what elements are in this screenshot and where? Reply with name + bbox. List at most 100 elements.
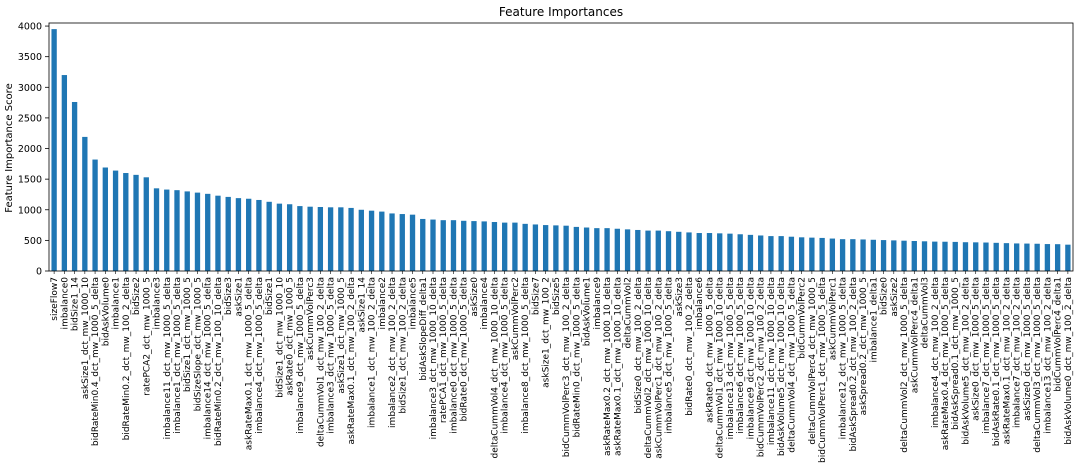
x-tick-label: bidRate0_dct_mw_1000_5_delta [460, 277, 470, 422]
bar-44 [502, 222, 508, 271]
bar-46 [522, 223, 528, 271]
bar-63 [696, 233, 702, 271]
x-tick-label: askRate0_dct_mw_1000_5 [286, 277, 296, 396]
bar-41 [471, 221, 477, 271]
x-tick-label: deltaCummVol2_dct_mw_1000_5_delta [900, 277, 910, 453]
x-tick-label: askCummVolPerc4_delta1 [910, 277, 920, 393]
bar-47 [532, 224, 539, 271]
x-tick-label: bidRateMin0_dct_mw_1000_5_delta [572, 277, 582, 438]
x-tick-label: deltaCummVol3 [921, 277, 931, 349]
x-tick-label: bidRateMin0.4_dct_mw_1000_5_delta [91, 277, 101, 446]
bar-29 [348, 207, 354, 271]
x-tick-label: askCummVolPerc1_dct_mw_100_2_delta [654, 277, 664, 459]
x-tick-label: ratePCA2_dct_mw_1000_5 [142, 277, 152, 396]
x-tick-label: bidSize1_dct_mw_100_2_delta [398, 277, 408, 414]
x-tick-label: bidAskRate0.1_dct_mw_1000_5_delta [992, 277, 1002, 446]
bar-17 [225, 196, 231, 271]
bar-21 [266, 201, 272, 271]
bar-42 [481, 221, 487, 271]
x-tick-label: askRateMax0.4_dct_mw_1000_5_delta [941, 277, 951, 450]
x-tick-label: bidCummVolPerc2_dct_mw_100_2_delta [757, 277, 767, 457]
bar-52 [583, 227, 590, 271]
bar-58 [645, 230, 651, 271]
x-tick-label: imbalance7_dct_mw_1000_5_delta [982, 277, 992, 434]
bar-5 [102, 167, 108, 271]
bar-9 [143, 177, 149, 271]
x-tick-label: bidSize5 [552, 277, 562, 315]
x-tick-label: bidSize1_dct_mw_1000_5 [183, 277, 193, 392]
x-tick-label: imbalance4_dct_mw_1000_5_delta [501, 277, 511, 434]
bar-97 [1044, 244, 1051, 271]
x-tick-label: imbalance13_dct_mw_100_2_delta [1043, 277, 1053, 434]
x-tick-label: askRate0_dct_mw_1000_5_delta [705, 277, 715, 423]
x-tick-label: imbalance0 [60, 277, 70, 330]
bar-11 [164, 189, 170, 271]
bar-10 [153, 188, 160, 271]
bar-61 [676, 231, 682, 271]
x-tick-label: bidCummVolPerc2 [798, 277, 808, 359]
bar-27 [327, 207, 334, 271]
bar-26 [317, 207, 324, 271]
x-tick-label: deltaCummVolPerc4_dct_mw_1000_5 [808, 277, 818, 445]
bar-38 [440, 220, 446, 271]
bar-22 [276, 203, 283, 271]
x-tick-label: imbalance6 [695, 277, 705, 330]
x-tick-label: bidRateMin0.2_dct_mw_100_10_delta [214, 277, 224, 446]
chart-title: Feature Importances [499, 5, 623, 19]
bar-83 [901, 240, 907, 271]
x-tick-label: bidAskVolume0_dct_mw_100_2_delta [1064, 277, 1074, 445]
x-tick-label: bidCummVolPerc3_dct_mw_100_2_delta [562, 277, 572, 457]
x-tick-label: deltaCummVol4_dct_mw_1000_5_delta [787, 277, 797, 453]
y-tick-label: 0 [36, 267, 42, 278]
x-tick-label: bidCummVolPerc4_delta1 [1054, 277, 1064, 392]
bar-16 [215, 195, 221, 271]
x-tick-label: askRateMax0.1_dct_mw_1000_10_delta [613, 277, 623, 456]
bar-18 [235, 198, 242, 271]
bar-35 [409, 214, 416, 271]
plot-frame [48, 22, 1074, 272]
x-tick-label: askSpread0.2_dct_mw_1000_5 [859, 277, 869, 415]
x-tick-label: imbalance8_dct_mw_1000_5_delta [521, 277, 531, 434]
x-tick-label: bidSize7 [531, 277, 541, 315]
x-tick-label: askRateMax0.1_dct_mw_1000_5_delta [245, 277, 255, 450]
bar-66 [727, 233, 733, 271]
bar-85 [921, 241, 928, 271]
bar-68 [747, 234, 754, 271]
bar-57 [635, 229, 641, 271]
bar-55 [614, 228, 620, 271]
bar-3 [82, 136, 88, 271]
x-tick-label: imbalance4_dct_mw_100_2_delta [931, 277, 941, 428]
bar-2 [71, 101, 78, 272]
x-tick-label: bidSize2 [132, 277, 142, 315]
x-tick-label: askRateMax0.1_dct_mw_100_2_delta [347, 277, 357, 445]
x-tick-label: sizeFlow7 [50, 277, 60, 321]
bar-74 [809, 237, 815, 271]
bar-56 [624, 229, 631, 271]
x-tick-label: bidRate0_dct_mw_100_2_delta [685, 277, 695, 416]
x-tick-label: askCummVolPerc3 [306, 277, 316, 360]
x-tick-label: bidSize0_dct_mw_100_2_delta [634, 277, 644, 414]
y-tick-label: 1500 [18, 175, 42, 186]
x-tick-label: askSize1_dct_mw_100_2 [542, 277, 552, 388]
bar-31 [368, 210, 375, 271]
bar-4 [92, 159, 98, 271]
bar-60 [665, 231, 672, 271]
bar-37 [430, 219, 436, 271]
x-tick-label: askSize2 [890, 277, 900, 317]
bar-62 [686, 232, 692, 271]
x-tick-label: bidSize0 [880, 277, 890, 315]
x-tick-label: bidSizeSlope_dct_mw_1000_5 [193, 277, 203, 411]
x-tick-label: imbalance3_dct_mw_1000_5_delta [327, 277, 337, 434]
bar-88 [952, 241, 958, 271]
bar-86 [932, 241, 938, 271]
bar-71 [778, 236, 784, 271]
bar-76 [829, 238, 836, 271]
x-tick-label: bidAskSlopeDiff_delta1 [419, 277, 429, 381]
bar-87 [942, 241, 948, 271]
bar-39 [450, 220, 457, 271]
bar-90 [973, 242, 979, 271]
bar-20 [256, 199, 262, 271]
x-tick-label: deltaCummVol1_dct_mw_100_2_delta [316, 277, 326, 447]
bar-78 [850, 239, 856, 271]
